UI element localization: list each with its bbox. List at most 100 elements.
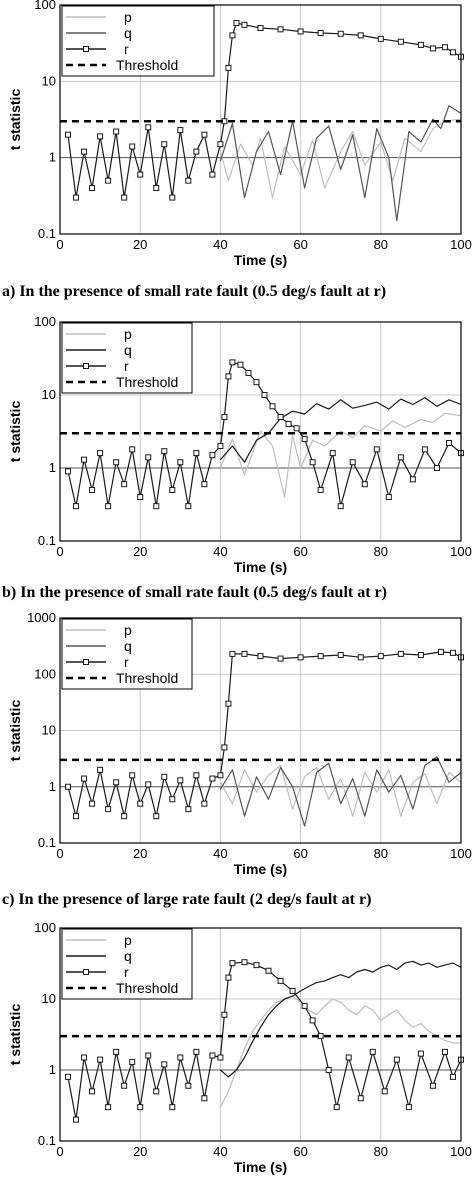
x-tick-label: 100: [450, 1144, 472, 1159]
series-r-marker: [317, 486, 324, 493]
legend-marker-r: [83, 659, 89, 665]
series-p-line: [219, 995, 461, 1108]
series-r-marker: [229, 960, 236, 967]
series-r-marker: [89, 1088, 96, 1095]
x-tick-label: 20: [133, 846, 147, 861]
legend-label-p: p: [124, 622, 132, 638]
series-r-marker: [105, 1104, 112, 1111]
x-tick-label: 100: [450, 544, 472, 559]
x-tick-label: 80: [374, 1144, 388, 1159]
series-r-marker: [89, 800, 96, 807]
y-tick-label: 10: [42, 991, 56, 1006]
series-r-marker: [257, 24, 264, 31]
series-r-marker: [161, 141, 168, 148]
series-r-marker: [73, 503, 80, 510]
series-r-marker: [137, 494, 144, 501]
series-r-marker: [437, 648, 444, 655]
series-r-line: [67, 22, 462, 199]
x-tick-label: 40: [213, 1144, 227, 1159]
series-r-marker: [397, 650, 404, 657]
series-r-marker: [81, 456, 88, 463]
series-r-marker: [409, 476, 416, 483]
series-r-marker: [153, 185, 160, 192]
legend-label-r: r: [124, 41, 129, 57]
series-r-marker: [97, 1056, 104, 1063]
series-r-marker: [201, 131, 208, 138]
series-r-marker: [357, 1095, 364, 1102]
series-r-marker: [169, 486, 176, 493]
series-r-marker: [73, 194, 80, 201]
x-tick-label: 100: [450, 237, 472, 252]
x-tick-label: 60: [293, 1144, 307, 1159]
series-r-marker: [337, 30, 344, 37]
series-p-line: [219, 118, 462, 199]
series-r-marker: [185, 806, 192, 813]
series-r-marker: [429, 1082, 436, 1089]
series-r-marker: [217, 443, 224, 450]
y-tick-label: 0.1: [38, 1133, 56, 1148]
series-r-marker: [421, 446, 428, 453]
y-tick-label: 100: [34, 314, 56, 329]
series-r-marker: [241, 650, 248, 657]
series-r-marker: [241, 21, 248, 28]
series-r-marker: [357, 32, 364, 39]
x-tick-label: 100: [450, 846, 472, 861]
series-r-marker: [377, 35, 384, 42]
x-axis-label: Time (s): [234, 1159, 287, 1175]
y-tick-label: 0.1: [38, 533, 56, 548]
series-r-marker: [217, 1054, 224, 1061]
legend-label-threshold: Threshold: [116, 374, 178, 390]
x-tick-label: 0: [56, 846, 63, 861]
series-r-marker: [177, 459, 184, 466]
series-r-marker: [261, 392, 268, 398]
series-r-marker: [217, 772, 224, 779]
series-r-marker: [417, 41, 424, 48]
series-r-marker: [89, 185, 96, 192]
series-q-line: [219, 756, 462, 827]
series-r-line: [67, 961, 462, 1121]
x-tick-label: 40: [213, 544, 227, 559]
series-r-marker: [225, 64, 232, 71]
series-r-marker: [185, 1082, 192, 1089]
y-tick-label: 10: [42, 73, 56, 88]
plot-frame: [59, 927, 462, 1142]
series-r-marker: [193, 1048, 200, 1055]
legend-label-threshold: Threshold: [116, 57, 178, 73]
x-tick-label: 20: [133, 1144, 147, 1159]
series-r-marker: [113, 128, 120, 135]
series-r-marker: [89, 486, 96, 493]
series-r-marker: [145, 1052, 152, 1059]
series-r-marker: [145, 124, 152, 131]
series-r-marker: [397, 454, 404, 461]
series-r-marker: [381, 1088, 388, 1095]
series-r-marker: [153, 1088, 160, 1095]
legend-label-r: r: [124, 358, 129, 374]
series-r-marker: [417, 1050, 424, 1057]
series-r-marker: [277, 413, 284, 420]
plot-frame: [59, 617, 462, 844]
series-r-marker: [333, 1104, 340, 1111]
series-r-marker: [237, 361, 244, 368]
series-r-marker: [177, 127, 184, 134]
chart-panel-4: 0.1 1 10 100 0 20 40 60 80 100 Time (s) t statistic…: [7, 920, 472, 1175]
series-r-marker: [225, 373, 232, 380]
series-r-marker: [441, 1048, 448, 1055]
plot-frame: [59, 321, 462, 542]
series-r-marker: [229, 359, 236, 366]
legend-label-q: q: [124, 638, 132, 654]
series-r-marker: [449, 49, 456, 56]
y-tick-label: 100: [34, 666, 56, 681]
y-tick-label: 1: [49, 779, 56, 794]
series-r-marker: [229, 650, 236, 657]
x-tick-label: 0: [56, 237, 63, 252]
series-r-marker: [137, 1104, 144, 1111]
series-r-marker: [301, 435, 308, 442]
y-tick-label: 0.1: [38, 835, 56, 850]
x-tick-label: 20: [133, 237, 147, 252]
series-p-line: [219, 412, 462, 498]
series-r-marker: [289, 987, 296, 994]
legend-label-threshold: Threshold: [116, 980, 178, 996]
